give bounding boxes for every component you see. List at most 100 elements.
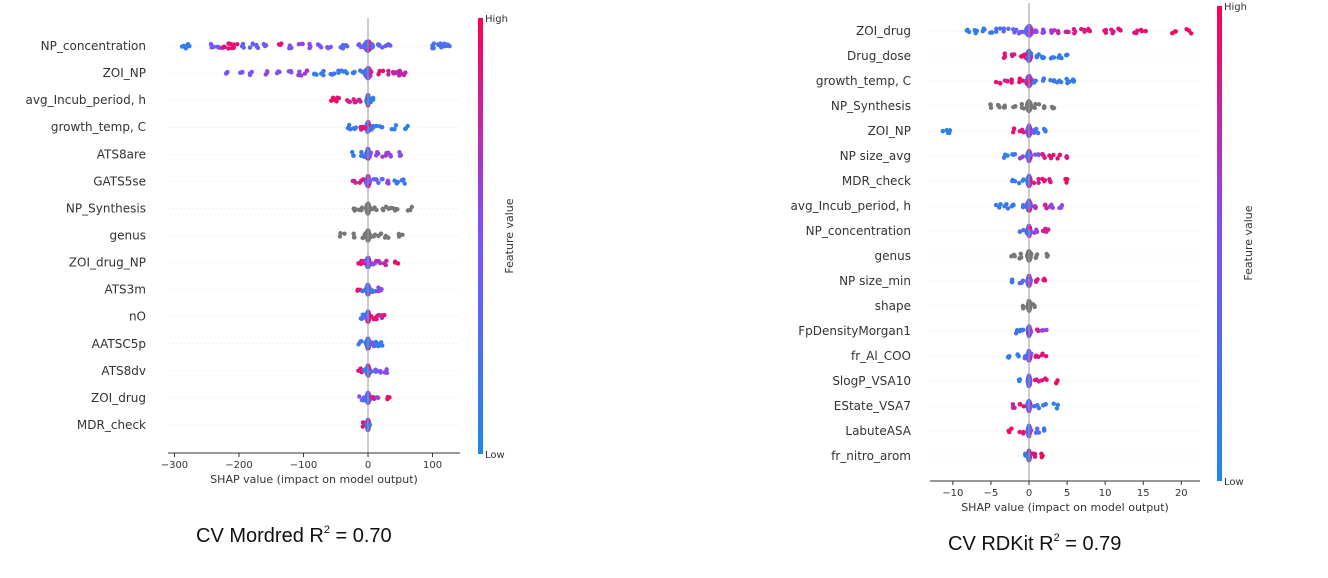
shap-point	[380, 206, 385, 211]
shap-point	[1029, 103, 1034, 108]
shap-point	[1055, 156, 1060, 161]
shap-point	[1007, 353, 1012, 359]
feature-row-mordred-7: genus	[110, 228, 460, 243]
feature-row-rdkit-14: SlogP_VSA10	[832, 373, 1200, 389]
shap-point	[1172, 29, 1178, 34]
shap-point	[385, 180, 390, 186]
shap-point	[403, 126, 408, 132]
feature-label: shape	[875, 299, 911, 313]
shap-point	[1033, 254, 1039, 259]
feature-row-mordred-5: GATS5se	[93, 174, 460, 189]
shap-point	[1024, 102, 1030, 107]
shap-point	[369, 314, 374, 319]
shap-point	[231, 45, 237, 50]
shap-point	[397, 153, 403, 159]
shap-point	[1039, 378, 1045, 383]
shap-point	[328, 98, 334, 103]
feature-row-rdkit-0: ZOI_drug	[856, 23, 1200, 38]
shap-point	[1021, 404, 1027, 409]
shap-point	[1001, 29, 1006, 34]
shap-point	[380, 176, 385, 182]
shap-point	[402, 181, 407, 186]
feature-label: avg_Incub_period, h	[791, 199, 912, 213]
shap-point	[1036, 152, 1041, 158]
shap-point	[376, 343, 381, 349]
shap-point	[1044, 229, 1049, 234]
shap-point	[356, 342, 361, 347]
shap-point	[1059, 205, 1064, 210]
feature-row-rdkit-9: genus	[875, 249, 1200, 263]
feature-label: NP_concentration	[41, 39, 146, 53]
shap-point	[345, 125, 351, 131]
shap-point	[370, 97, 376, 102]
shap-point	[1041, 153, 1046, 158]
shap-point	[1005, 153, 1010, 158]
shap-point	[1044, 377, 1049, 382]
shap-point	[1050, 55, 1055, 60]
shap-point	[940, 128, 946, 134]
shap-point	[383, 262, 388, 268]
shap-point	[346, 99, 351, 104]
shap-point	[1118, 28, 1123, 33]
x-tick-label: 100	[423, 460, 442, 471]
shap-point	[360, 289, 365, 294]
shap-point	[1063, 176, 1068, 182]
shap-point	[1025, 55, 1031, 60]
shap-point	[365, 75, 370, 80]
shap-point	[1024, 81, 1029, 86]
shap-point	[361, 177, 366, 182]
caption-rdkit-prefix: CV RDKit R	[948, 533, 1054, 555]
shap-point	[1011, 126, 1017, 132]
shap-point	[318, 45, 324, 50]
feature-row-mordred-11: AATSC5p	[92, 336, 460, 351]
shap-point	[240, 69, 245, 75]
feature-row-mordred-2: avg_Incub_period, h	[26, 93, 460, 108]
shap-point	[1064, 180, 1069, 185]
caption-rdkit-suffix: = 0.79	[1059, 533, 1122, 555]
shap-point	[240, 41, 246, 47]
shap-point	[1024, 230, 1029, 236]
shap-point	[371, 395, 376, 400]
caption-rdkit-sup: 2	[1053, 532, 1060, 544]
shap-point	[364, 366, 369, 372]
x-tick-label: −5	[984, 488, 999, 499]
shap-point	[374, 368, 380, 374]
shap-point	[369, 369, 374, 374]
shap-point	[380, 154, 385, 159]
shap-point	[1048, 155, 1054, 161]
caption-mordred-suffix: = 0.70	[329, 525, 392, 547]
shap-point	[357, 394, 362, 399]
shap-point	[393, 123, 399, 128]
shap-point	[431, 41, 437, 46]
shap-point	[231, 42, 236, 47]
caption-mordred-prefix: CV Mordred R	[196, 525, 324, 547]
shap-point	[378, 340, 384, 345]
shap-point	[351, 231, 356, 236]
shap-point	[338, 231, 343, 236]
shap-point	[1035, 327, 1040, 333]
shap-point	[1055, 402, 1060, 408]
shap-point	[358, 99, 363, 104]
feature-row-mordred-12: ATS8dv	[101, 363, 460, 378]
shap-point	[1027, 330, 1033, 336]
feature-label: Drug_dose	[847, 49, 911, 63]
shap-point	[1009, 77, 1014, 83]
shap-point	[1064, 76, 1069, 82]
shap-point	[299, 73, 304, 78]
shap-point	[1001, 105, 1007, 110]
shap-point	[1036, 405, 1042, 411]
colorbar-gradient	[1217, 6, 1222, 481]
shap-point	[1004, 201, 1009, 207]
feature-row-rdkit-15: EState_VSA7	[834, 398, 1200, 414]
shap-point	[1021, 106, 1027, 111]
shap-point	[1010, 202, 1016, 207]
x-tick-label: 20	[1175, 488, 1188, 499]
feature-row-mordred-0: NP_concentration	[41, 39, 460, 54]
shap-point	[363, 398, 369, 403]
shap-point	[1020, 29, 1025, 35]
shap-point	[359, 339, 364, 344]
feature-label: MDR_check	[77, 418, 146, 432]
shap-point	[1019, 101, 1025, 107]
shap-point	[988, 105, 994, 110]
